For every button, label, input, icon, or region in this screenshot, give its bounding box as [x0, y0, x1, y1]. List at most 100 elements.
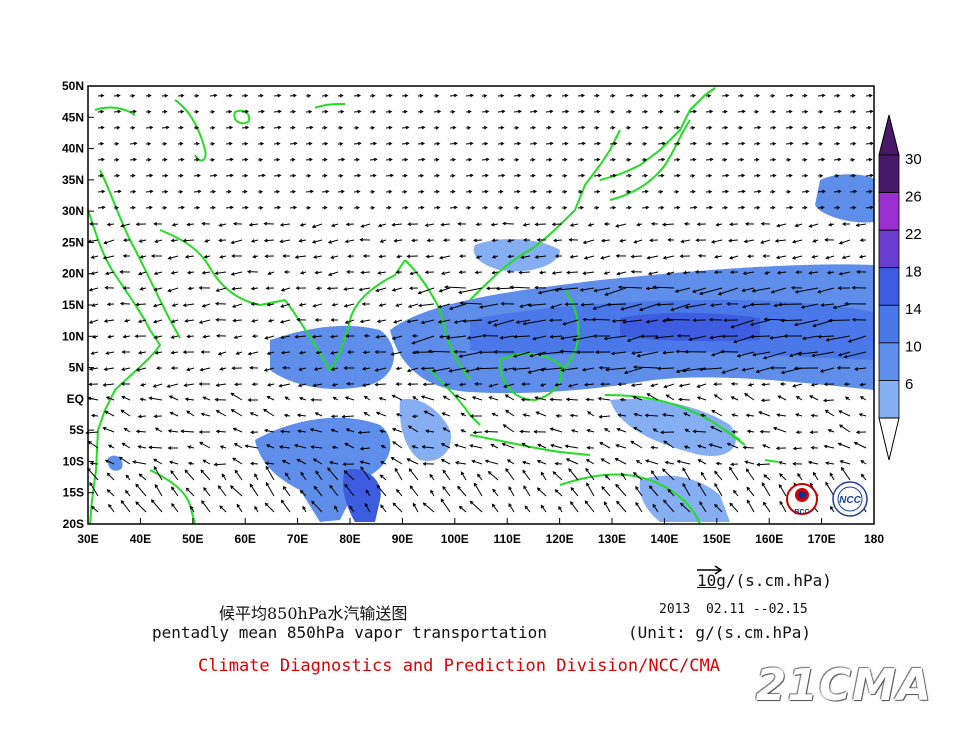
vector-arrowhead	[697, 253, 702, 258]
vector-arrowhead	[707, 93, 712, 98]
vector-arrow	[190, 506, 195, 513]
vapor-vectors	[85, 93, 874, 513]
vector-arrow	[249, 223, 259, 226]
vector-arrowhead	[479, 305, 484, 309]
vector-arrow	[472, 460, 483, 465]
vector-arrowhead	[179, 141, 184, 146]
shade-indian-ocean-south	[255, 417, 391, 522]
vector-arrowhead	[518, 270, 523, 275]
vector-arrowhead	[420, 173, 425, 178]
vector-arrowhead	[105, 396, 110, 400]
vector-arrowhead	[298, 302, 303, 307]
vector-arrowhead	[204, 239, 209, 243]
vector-arrowhead	[197, 189, 202, 194]
vector-arrowhead	[656, 302, 661, 307]
vector-arrowhead	[585, 459, 590, 463]
vector-arrowhead	[375, 334, 380, 339]
vector-arrowhead	[819, 141, 824, 146]
vector-arrowhead	[132, 109, 137, 114]
vector-arrowhead	[420, 205, 425, 210]
vector-arrowhead	[292, 109, 297, 114]
vector-arrowhead	[710, 352, 715, 357]
vector-arrowhead	[552, 471, 557, 475]
vector-arrow	[583, 239, 595, 244]
vector-arrow	[519, 271, 531, 274]
vector-arrowhead	[519, 304, 524, 308]
vector-arrow	[583, 319, 595, 321]
vector-arrow	[362, 383, 371, 387]
vector-arrowhead	[356, 189, 361, 194]
vector-arrowhead	[550, 305, 555, 309]
vector-arrowhead	[819, 109, 824, 114]
vector-arrowhead	[676, 157, 681, 162]
vector-arrowhead	[741, 141, 746, 146]
vector-arrowhead	[867, 125, 872, 130]
vector-arrow	[169, 395, 179, 401]
vector-arrowhead	[513, 334, 518, 339]
vector-arrowhead	[245, 109, 250, 114]
plot-area: 30E 40E 50E 60E 70E 80E 90E 100E 110E 120E 130E 140…	[62, 79, 884, 546]
vector-arrowhead	[821, 93, 826, 98]
vector-arrow	[465, 142, 473, 145]
vector-arrow	[510, 286, 531, 289]
vector-arrowhead	[280, 335, 285, 340]
vector-arrowhead	[649, 238, 654, 243]
vector-arrowhead	[522, 238, 527, 242]
vector-arrow	[809, 395, 819, 401]
vector-arrowhead	[298, 367, 303, 371]
vector-arrowhead	[838, 410, 843, 414]
lon-tick-label: 70E	[287, 532, 308, 546]
vector-arrowhead	[600, 238, 605, 243]
vector-arrowhead	[425, 429, 430, 434]
vector-arrow	[428, 350, 451, 353]
vector-arrow	[486, 287, 499, 289]
vector-arrowhead	[761, 482, 766, 487]
vector-arrowhead	[491, 270, 496, 275]
vector-arrow	[170, 470, 179, 481]
vector-arrowhead	[230, 240, 235, 245]
vector-arrowhead	[851, 317, 856, 322]
vector-arrow	[299, 239, 307, 242]
vector-arrowhead	[852, 205, 857, 210]
vector-arrow	[136, 430, 147, 433]
vector-arrowhead	[116, 93, 121, 98]
vector-arrowhead	[812, 239, 817, 243]
vector-arrowhead	[725, 189, 730, 194]
vector-arrowhead	[458, 354, 463, 358]
vector-arrow	[474, 239, 483, 241]
vector-arrowhead	[499, 189, 504, 194]
vector-arrowhead	[230, 485, 234, 490]
vector-arrowhead	[234, 469, 239, 474]
vector-arrowhead	[376, 484, 381, 489]
vector-arrowhead	[263, 428, 269, 433]
vector-arrowhead	[417, 290, 422, 295]
lon-tick-label: 140E	[650, 532, 678, 546]
vector-arrowhead	[375, 288, 380, 292]
vector-arrowhead	[163, 141, 168, 146]
vector-arrow	[593, 174, 601, 177]
vector-arrowhead	[763, 317, 768, 322]
vector-arrow	[441, 271, 451, 275]
vector-arrow	[91, 351, 99, 355]
vector-arrowhead	[377, 271, 382, 275]
vector-arrowhead	[349, 505, 353, 510]
vector-arrowhead	[810, 445, 815, 450]
vector-arrowhead	[789, 93, 794, 98]
vector-arrowhead	[803, 205, 808, 210]
vector-arrowhead	[395, 382, 400, 386]
vector-arrow	[604, 335, 627, 340]
vector-arrow	[698, 445, 707, 449]
vector-arrowhead	[512, 354, 517, 358]
vector-arrow	[550, 428, 563, 433]
vector-arrowhead	[564, 444, 569, 449]
vector-arrow	[321, 190, 329, 193]
vector-arrowhead	[484, 141, 489, 146]
vector-arrowhead	[90, 351, 95, 355]
vector-arrowhead	[292, 93, 297, 98]
vector-arrowhead	[282, 485, 287, 490]
vector-arrowhead	[646, 393, 651, 397]
vector-arrow	[731, 396, 739, 401]
vector-arrowhead	[615, 224, 620, 228]
vector-arrowhead	[854, 367, 859, 371]
vector-arrowhead	[517, 173, 522, 178]
